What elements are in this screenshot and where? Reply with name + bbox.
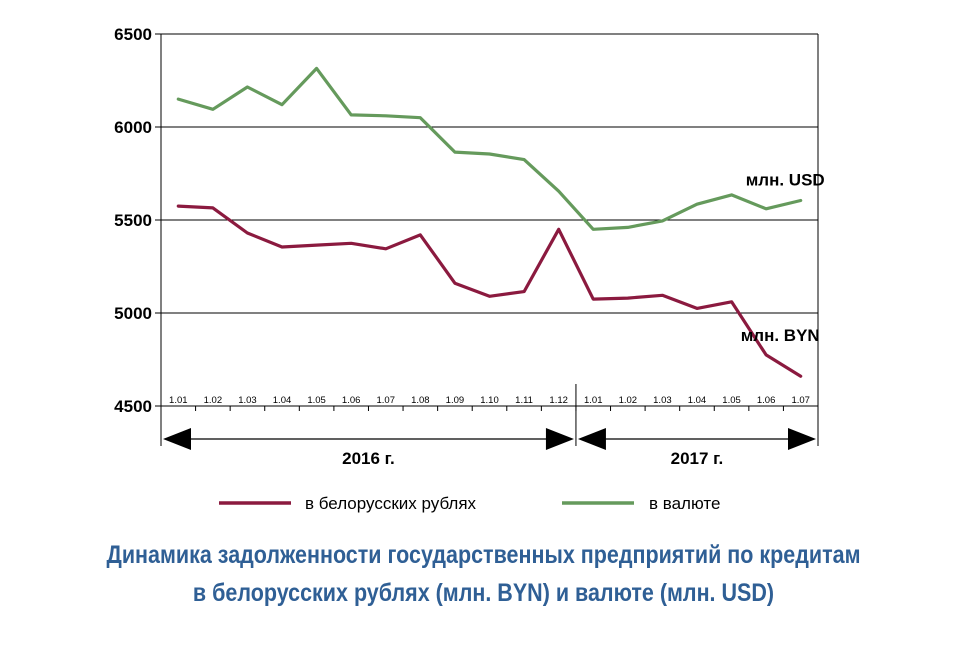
y-tick-label: 6500 <box>114 25 152 44</box>
y-tick-label: 6000 <box>114 118 152 137</box>
series-end-label: млн. BYN <box>741 326 820 345</box>
series-lines <box>176 66 803 378</box>
x-tick-label: 1.06 <box>342 395 361 406</box>
x-tick-label: 1.08 <box>411 395 430 406</box>
x-tick-label: 1.03 <box>653 395 672 406</box>
series-end-label: млн. USD <box>746 170 825 189</box>
x-tick-label: 1.02 <box>619 395 638 406</box>
period-arrow-right-head <box>788 428 816 450</box>
legend-label: в белорусских рублях <box>305 494 477 513</box>
x-tick-label: 1.07 <box>377 395 396 406</box>
x-tick-label: 1.11 <box>515 395 533 406</box>
x-tick-label: 1.12 <box>549 395 568 406</box>
x-tick-label: 1.06 <box>757 395 776 406</box>
x-tick-label: 1.01 <box>169 395 188 406</box>
y-tick-label: 5000 <box>114 304 152 323</box>
series-line-0 <box>176 204 803 378</box>
period-arrow-left-head <box>577 428 606 450</box>
period-arrow: 2016 г. <box>163 428 574 468</box>
period-arrow-right-head <box>545 428 574 450</box>
y-tick-label: 5500 <box>114 211 152 230</box>
chart-title-line-1: Динамика задолженности государственных п… <box>106 541 861 569</box>
grid-lines <box>161 33 818 314</box>
x-tick-label: 1.03 <box>238 395 257 406</box>
x-tick-label: 1.09 <box>446 395 465 406</box>
legend-item: в валюте <box>562 494 720 513</box>
y-tick-labels: 6500 6000 5500 5000 4500 <box>114 25 152 416</box>
legend-label: в валюте <box>649 494 720 513</box>
legend-item: в белорусских рублях <box>219 494 477 513</box>
x-tick-label: 1.05 <box>307 395 326 406</box>
period-arrow-left-head <box>163 428 191 450</box>
period-label: 2016 г. <box>342 449 395 468</box>
legend: в белорусских рублях в валюте <box>219 494 720 513</box>
period-arrow: 2017 г. <box>577 428 816 468</box>
period-arrows: 2016 г. 2017 г. <box>160 384 819 468</box>
series-end-labels: млн. BYN млн. USD <box>741 170 825 345</box>
x-tick-label: 1.10 <box>480 395 499 406</box>
x-tick-label: 1.02 <box>204 395 223 406</box>
x-tick-label: 1.07 <box>791 395 810 406</box>
chart-title-line-2: в белорусских рублях (млн. BYN) и валюте… <box>192 579 775 607</box>
x-tick-label: 1.04 <box>688 395 707 406</box>
y-tick-label: 4500 <box>114 397 152 416</box>
x-tick-label: 1.01 <box>584 395 603 406</box>
x-tick-label: 1.05 <box>722 395 741 406</box>
x-tick-label: 1.04 <box>273 395 292 406</box>
series-line-1 <box>176 66 803 231</box>
x-tick-labels: 1.01 1.02 1.03 1.04 1.05 1.06 1.07 1.08 1.09 1.10… <box>169 395 810 406</box>
period-label: 2017 г. <box>671 449 724 468</box>
